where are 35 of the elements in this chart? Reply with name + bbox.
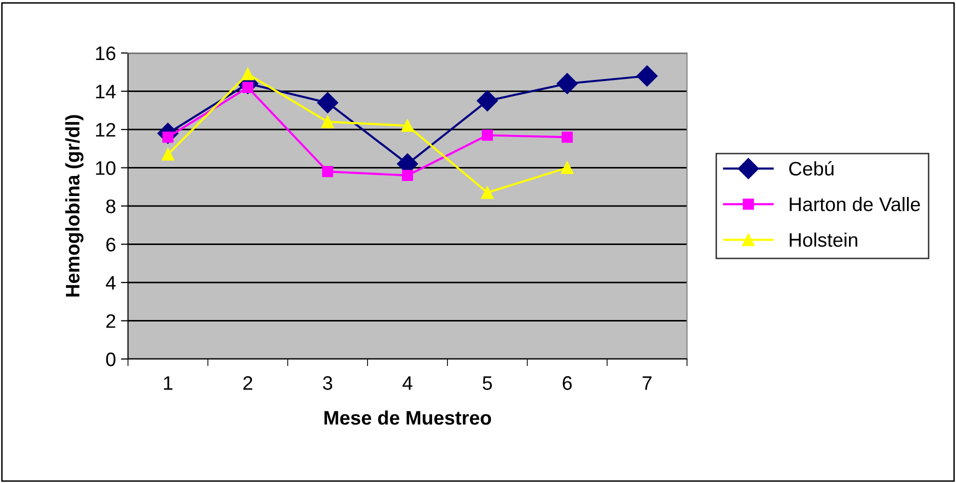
x-tick-label: 5 [482, 376, 492, 390]
x-tick-label: 4 [402, 376, 412, 390]
y-tick-label: 6 [106, 238, 116, 252]
x-tick-label: 7 [642, 376, 652, 390]
y-tick-label: 16 [96, 46, 116, 60]
x-tick-label: 3 [322, 376, 332, 390]
legend-label: Harton de Valle [790, 196, 920, 212]
x-axis-title: Mese de Muestreo [324, 410, 492, 425]
y-tick-label: 12 [96, 122, 116, 137]
point [556, 73, 578, 94]
point [322, 166, 334, 178]
point [636, 65, 658, 86]
point [482, 130, 493, 141]
point [476, 90, 498, 112]
y-tick-label: 14 [96, 84, 116, 98]
y-tick-label: 8 [106, 199, 116, 214]
y-tick-label: 0 [106, 352, 116, 366]
y-axis-title: Hemoglobina (gr/dl) [65, 115, 84, 297]
x-tick-label: 2 [243, 376, 252, 390]
y-tick-label: 10 [96, 161, 116, 175]
point [321, 116, 334, 128]
point [402, 170, 414, 181]
legend-label: Cebú [789, 161, 834, 176]
point [242, 68, 254, 80]
point [560, 162, 574, 174]
x-tick-label: 6 [562, 376, 572, 390]
point [162, 148, 174, 161]
point [481, 186, 494, 199]
legend-label: Holstein [790, 232, 858, 247]
point [562, 132, 573, 143]
point [317, 92, 338, 114]
point [401, 119, 414, 132]
y-tick-label: 2 [106, 314, 116, 328]
x-tick-label: 1 [164, 376, 172, 390]
y-tick-label: 4 [106, 276, 116, 290]
